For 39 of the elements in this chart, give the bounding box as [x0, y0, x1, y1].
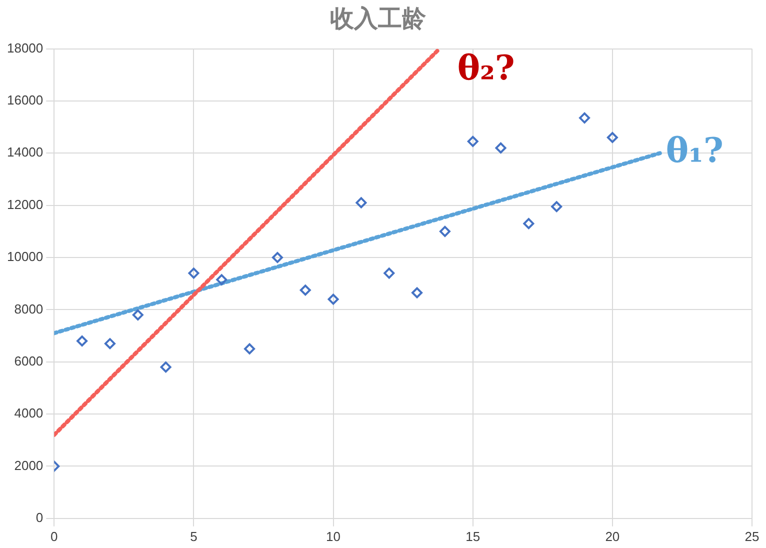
point [551, 201, 562, 212]
point [244, 343, 256, 354]
y-tick-label: 16000 [6, 92, 44, 108]
point [467, 136, 478, 147]
y-tick-label: 2000 [14, 458, 44, 473]
point [188, 268, 200, 279]
y-tick-label: 8000 [14, 301, 44, 316]
point [216, 274, 228, 286]
point [104, 338, 116, 350]
x-tick-label: 0 [50, 528, 58, 544]
point [579, 112, 590, 124]
y-tick-label: 6000 [14, 353, 44, 368]
x-tick-label: 15 [466, 528, 480, 544]
point [606, 132, 618, 143]
point [300, 284, 311, 296]
annotation: θ₂? [457, 48, 515, 89]
point [76, 335, 88, 346]
point [356, 197, 367, 208]
point [384, 268, 395, 279]
y-tick-label: 4000 [14, 406, 44, 421]
y-tick-label: 12000 [6, 196, 44, 212]
y-tick-label: 0 [36, 510, 44, 525]
point [160, 362, 172, 373]
y-tick-label: 10000 [6, 249, 44, 264]
point [272, 252, 283, 264]
point [328, 294, 339, 305]
point [523, 218, 534, 230]
x-tick-label: 10 [326, 528, 341, 544]
x-tick-label: 25 [744, 528, 760, 544]
point [495, 142, 506, 154]
y-tick-label: 14000 [6, 144, 44, 160]
annotation: θ₁? [666, 130, 724, 171]
y-tick-label: 18000 [6, 40, 44, 56]
point [439, 226, 450, 237]
x-tick-label: 20 [605, 528, 620, 544]
point [412, 287, 423, 298]
chart-title: 收入工龄 [330, 4, 427, 33]
point [132, 309, 144, 320]
x-tick-label: 5 [190, 528, 198, 544]
